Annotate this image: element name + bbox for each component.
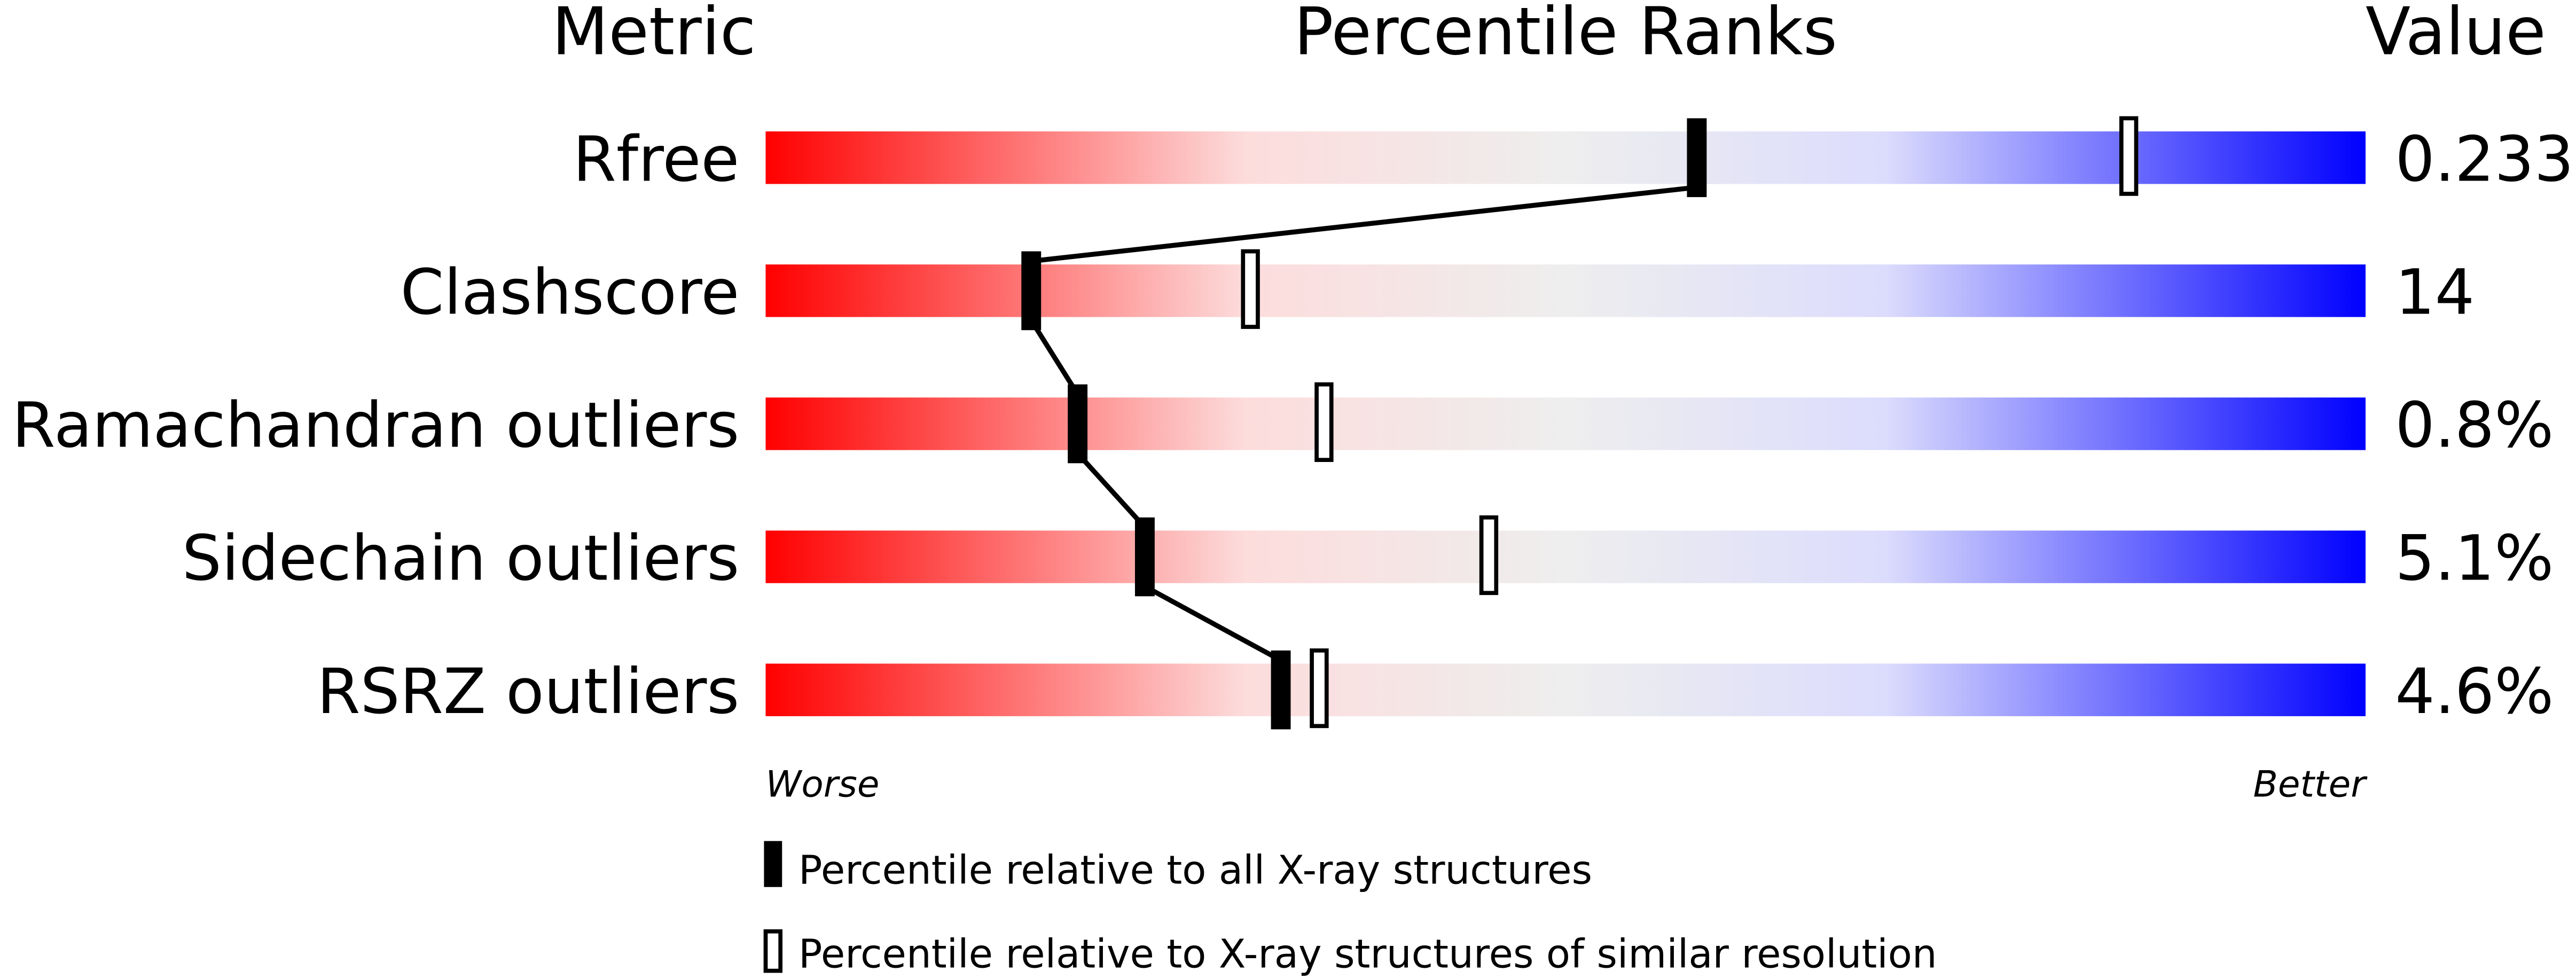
similar-resolution-marker xyxy=(1479,515,1499,596)
percentile-gradient-bar xyxy=(765,264,2366,317)
legend-filled-marker-icon xyxy=(764,841,782,887)
legend-all-label: Percentile relative to all X-ray structu… xyxy=(798,848,1592,894)
metric-label: Rfree xyxy=(573,123,740,195)
percentile-gradient-bar xyxy=(765,663,2366,716)
worse-label: Worse xyxy=(765,763,879,805)
all-structures-marker xyxy=(1134,517,1155,597)
legend-open-marker-icon xyxy=(763,929,783,973)
metric-value: 0.233 xyxy=(2395,123,2574,195)
metric-label: Sidechain outliers xyxy=(182,522,739,595)
better-label: Better xyxy=(2253,763,2368,805)
metric-row: Ramachandran outliers 0.8% xyxy=(12,382,2554,464)
header-value: Value xyxy=(2366,0,2546,70)
metric-value: 14 xyxy=(2395,256,2475,328)
metric-label: Clashscore xyxy=(401,256,740,328)
connector-line xyxy=(1031,185,1697,264)
legend-similar-label: Percentile relative to X-ray structures … xyxy=(798,931,1937,977)
connector-line xyxy=(1144,584,1282,663)
metric-value: 0.8% xyxy=(2395,389,2554,462)
percentile-gradient-bar xyxy=(765,397,2366,450)
connector-line xyxy=(1076,451,1147,529)
all-structures-marker xyxy=(1068,384,1088,464)
header-percentile-ranks: Percentile Ranks xyxy=(1294,0,1837,70)
similar-resolution-marker xyxy=(2119,116,2139,196)
similar-resolution-marker xyxy=(1241,249,1260,329)
connector-line xyxy=(1029,319,1080,396)
all-structures-marker xyxy=(1271,650,1291,730)
similar-resolution-marker xyxy=(1310,648,1329,729)
all-structures-marker xyxy=(1021,251,1042,331)
metric-row: RSRZ outliers 4.6% xyxy=(317,648,2554,730)
all-structures-marker xyxy=(1687,118,1707,198)
metric-row: Clashscore 14 xyxy=(401,249,2475,331)
metric-row: Rfree 0.233 xyxy=(573,116,2574,198)
similar-resolution-marker xyxy=(1314,382,1334,462)
metric-label: RSRZ outliers xyxy=(317,655,739,728)
metric-value: 4.6% xyxy=(2395,655,2554,728)
metric-value: 5.1% xyxy=(2395,522,2554,595)
metric-label: Ramachandran outliers xyxy=(12,389,739,462)
percentile-gradient-bar xyxy=(765,131,2366,184)
percentile-gradient-bar xyxy=(765,530,2366,583)
metric-row: Sidechain outliers 5.1% xyxy=(182,515,2554,597)
header-metric: Metric xyxy=(552,0,756,70)
